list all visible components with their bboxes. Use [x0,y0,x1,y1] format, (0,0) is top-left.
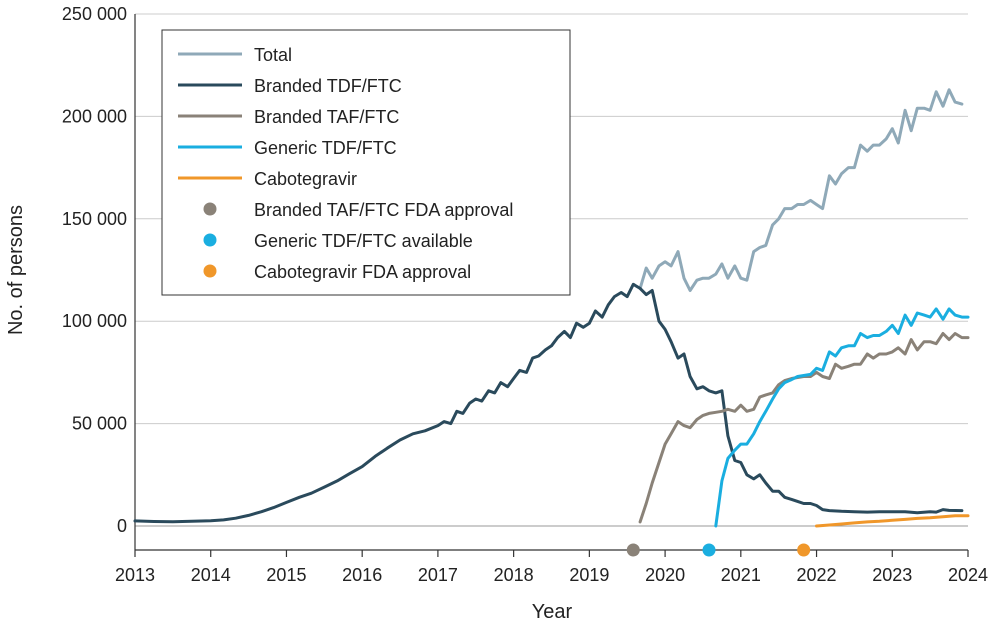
legend-label-cabotegravir: Cabotegravir [254,169,357,189]
y-tick-label: 150 000 [62,209,127,229]
x-tick-label: 2013 [115,565,155,585]
legend-label-generic-tdf-ftc-available: Generic TDF/FTC available [254,231,473,251]
legend: Total Branded TDF/FTC Branded TAF/FTC Gener… [161,29,571,296]
y-tick-label: 200 000 [62,106,127,126]
y-tick-label: 50 000 [72,414,127,434]
x-tick-label: 2021 [721,565,761,585]
legend-label-cabotegravir-fda-approval: Cabotegravir FDA approval [254,262,471,282]
y-tick-label: 0 [117,516,127,536]
x-tick-label: 2014 [191,565,231,585]
series-line-branded-tdf-ftc [133,282,964,524]
series-group [133,88,970,528]
x-tick-label: 2016 [342,565,382,585]
legend-label-total: Total [254,45,292,65]
legend-swatch-cabotegravir-fda-approval [203,264,217,278]
y-tick-label: 100 000 [62,311,127,331]
legend-swatch-generic-tdf-ftc-available [203,233,217,247]
legend-label-generic-tdf-ftc: Generic TDF/FTC [254,138,397,158]
x-tick-label: 2022 [797,565,837,585]
legend-label-branded-taf-ftc-fda-approval: Branded TAF/FTC FDA approval [254,200,513,220]
y-axis-title: No. of persons [5,205,27,335]
series-line-generic-tdf-ftc [714,307,970,528]
legend-box [161,29,571,296]
x-tick-label: 2017 [418,565,458,585]
legend-label-branded-tdf-ftc: Branded TDF/FTC [254,76,402,96]
legend-label-branded-taf-ftc: Branded TAF/FTC [254,107,399,127]
series-line-total [638,88,964,292]
series-line-cabotegravir [815,514,970,528]
x-axis-title: Year [532,601,573,623]
marker-cabotegravir-fda-approval [797,543,811,557]
x-tick-label: 2020 [645,565,685,585]
x-tick-label: 2023 [872,565,912,585]
x-tick-label: 2024 [948,565,988,585]
markers-group [626,543,811,557]
x-tick-label: 2015 [266,565,306,585]
marker-branded-taf-ftc-fda-approval [626,543,640,557]
legend-swatch-branded-taf-ftc-fda-approval [203,202,217,216]
marker-generic-tdf-ftc-available [702,543,716,557]
x-tick-label: 2019 [569,565,609,585]
x-axis: 2013 2014 2015 2016 2017 2018 2019 2020 2021 2022… [115,14,988,585]
y-axis-ticks: 0 50 000 100 000 150 000 200 000 250 000 [62,4,127,536]
y-tick-label: 250 000 [62,4,127,24]
series-line-branded-taf-ftc [638,332,970,524]
x-tick-label: 2018 [494,565,534,585]
